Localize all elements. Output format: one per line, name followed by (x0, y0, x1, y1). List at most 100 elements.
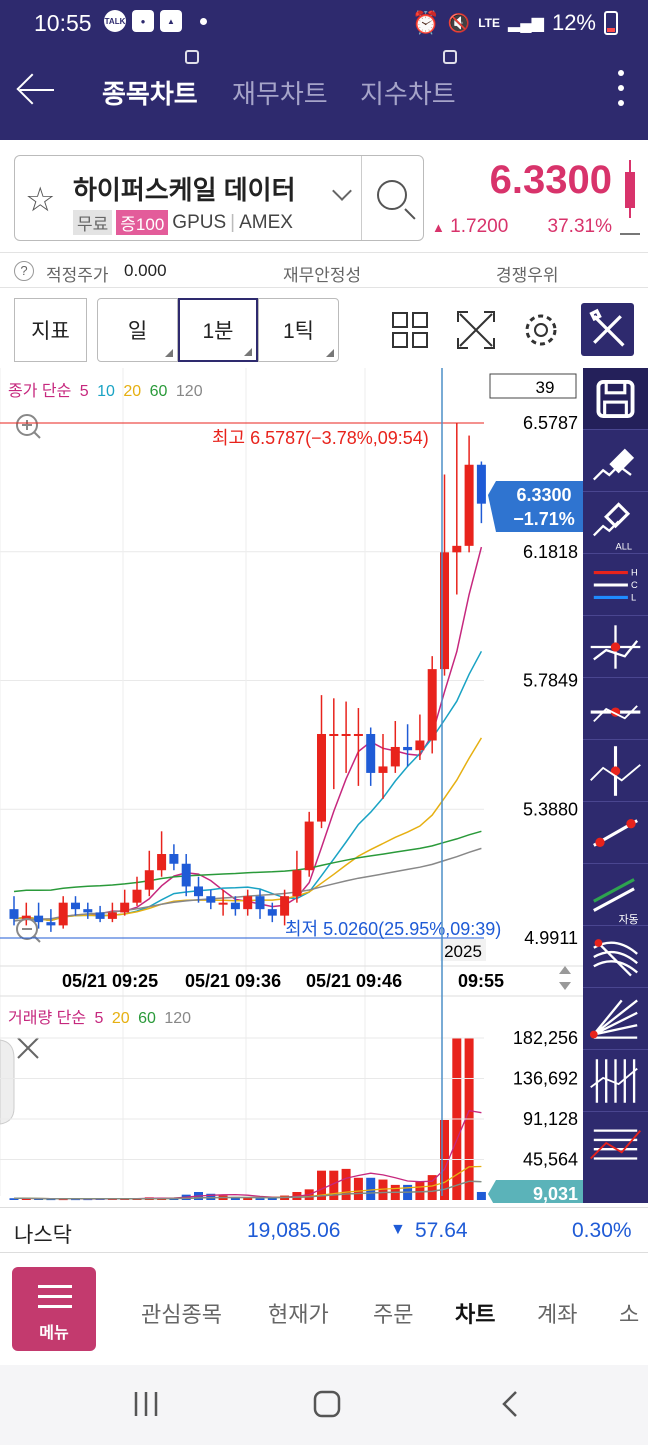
volume-bar (341, 1168, 351, 1200)
menu-label: 메뉴 (39, 1325, 69, 1342)
ma-line-5 (13, 546, 483, 922)
menu-button[interactable]: 메뉴 (12, 1267, 96, 1351)
trend-line-icon (593, 819, 638, 847)
candle-body (341, 733, 351, 736)
settings-gear-icon[interactable] (521, 310, 561, 350)
candle-body (95, 912, 105, 919)
candle-body (464, 464, 474, 546)
close-panel-icon[interactable] (17, 1037, 39, 1059)
candle-body (292, 870, 302, 897)
tab-stock-chart[interactable]: 종목차트 (102, 79, 198, 109)
side-drawer-handle[interactable] (0, 1039, 15, 1125)
candle-body (157, 854, 167, 871)
nav-watchlist[interactable]: 관심종목 (141, 1302, 222, 1327)
arc-tool-button[interactable] (583, 926, 648, 988)
signal-icon: ▂▄▆ (508, 15, 544, 32)
stock-selector[interactable]: ☆ 하이퍼스케일 데이터 무료 증100 GPUS | AMEX (14, 155, 424, 241)
price-tick: 4.9911 (524, 928, 578, 948)
fullscreen-icon[interactable] (456, 310, 496, 350)
up-triangle-icon: ▲ (432, 220, 445, 235)
time-scroll-arrows-icon[interactable] (559, 966, 571, 990)
eraser-button[interactable] (583, 430, 648, 492)
moving-average-lines (13, 546, 483, 922)
eraser-all-button[interactable]: ALL (583, 492, 648, 554)
down-triangle-icon: ▼ (390, 1221, 406, 1238)
more-menu-icon[interactable] (618, 70, 626, 110)
cycle-lines-button[interactable] (583, 1050, 648, 1112)
exchange: AMEX (239, 211, 293, 233)
price-axis: 6.5787 6.1818 5.7849 5.3880 4.9911 (523, 413, 578, 948)
auto-trend-icon: 자동 (593, 878, 639, 926)
nav-account[interactable]: 계좌 (537, 1302, 578, 1327)
cursor-year: 2025 (444, 942, 482, 961)
candle-body (440, 552, 449, 670)
vertical-line-button[interactable] (583, 740, 648, 802)
home-icon[interactable] (312, 1389, 342, 1419)
volume-bar (476, 1191, 486, 1200)
price-chart[interactable]: 종가 단순 5 10 20 60 120 39 최고 6.5787(−3.78%… (0, 368, 583, 1203)
period-day-button[interactable]: 일 (97, 298, 178, 362)
lte-icon: LTE (478, 16, 500, 30)
index-value: 19,085.06 (247, 1219, 341, 1242)
candle-body (243, 896, 253, 910)
top-header: 10:55 TALK ● ▲ ⏰ 🔇 LTE ▂▄▆ 12% 종목차트 재무차트… (0, 0, 648, 140)
chevron-down-icon[interactable] (332, 181, 352, 201)
bar-count-box[interactable] (489, 373, 577, 399)
time-label: 05/21 09:46 (306, 971, 402, 991)
svg-text:L: L (631, 593, 636, 603)
current-price-tag (488, 481, 583, 532)
price-tick: 6.5787 (523, 413, 578, 433)
stock-tags: 무료 증100 GPUS | AMEX (73, 210, 293, 235)
fan-line-button[interactable] (583, 988, 648, 1050)
tab-index-chart[interactable]: 지수차트 (360, 79, 456, 109)
crosshair-tool-button[interactable] (583, 616, 648, 678)
zoom-out-icon[interactable] (16, 918, 41, 943)
chart-vertical-grid (0, 368, 366, 1196)
back-icon[interactable] (498, 1389, 522, 1419)
time-label: 05/21 09:25 (62, 971, 158, 991)
period-1tick-label: 1틱 (283, 320, 314, 343)
nav-more-item[interactable]: 소 (619, 1302, 640, 1327)
candle-body (353, 733, 363, 736)
cursor-year-box (440, 939, 486, 961)
index-ticker-bar[interactable]: 나스닥 19,085.06 ▼ 57.64 0.30% (0, 1207, 648, 1253)
ma20-legend: 20 (123, 383, 141, 400)
candle-body (476, 464, 486, 504)
horizontal-line-button[interactable] (583, 678, 648, 740)
help-icon[interactable]: ? (14, 261, 34, 281)
ma10-legend: 10 (97, 383, 115, 400)
candle-body (34, 915, 44, 923)
nav-order[interactable]: 주문 (373, 1302, 414, 1327)
zoom-in-icon[interactable] (16, 414, 41, 439)
eraser-icon (592, 448, 635, 481)
recent-apps-icon[interactable] (132, 1389, 160, 1419)
volume-bar (329, 1170, 339, 1200)
nav-current-price[interactable]: 현재가 (268, 1302, 329, 1327)
volume-tick: 136,692 (513, 1069, 578, 1089)
period-1tick-button[interactable]: 1틱 (258, 298, 339, 362)
favorite-star-icon[interactable]: ☆ (25, 181, 56, 219)
fibonacci-button[interactable] (583, 1112, 648, 1174)
time-label: 05/21 09:36 (185, 971, 281, 991)
nav-chart[interactable]: 차트 (455, 1302, 496, 1327)
back-arrow-icon[interactable] (18, 72, 54, 108)
trend-line-button[interactable] (583, 802, 648, 864)
auto-trend-button[interactable]: 자동 (583, 864, 648, 926)
grid-layout-icon[interactable] (390, 310, 430, 350)
current-price-tag-value: 6.3300 (516, 485, 571, 505)
search-icon[interactable] (377, 180, 407, 210)
period-1min-button[interactable]: 1분 (178, 298, 258, 362)
divider (361, 156, 362, 240)
save-button[interactable] (583, 368, 648, 430)
candle-body (21, 915, 31, 919)
candle-body (415, 740, 425, 751)
tab-financial-chart[interactable]: 재무차트 (232, 79, 328, 109)
competitive-advantage-link[interactable]: 경쟁우위 (496, 266, 559, 285)
financial-stability-link[interactable]: 재무안정성 (283, 266, 362, 285)
volume-bar (378, 1179, 388, 1200)
indicator-button[interactable]: 지표 (14, 298, 87, 362)
tools-icon (589, 308, 625, 347)
drawing-tools-button[interactable] (581, 303, 634, 356)
candle-body (317, 733, 326, 822)
